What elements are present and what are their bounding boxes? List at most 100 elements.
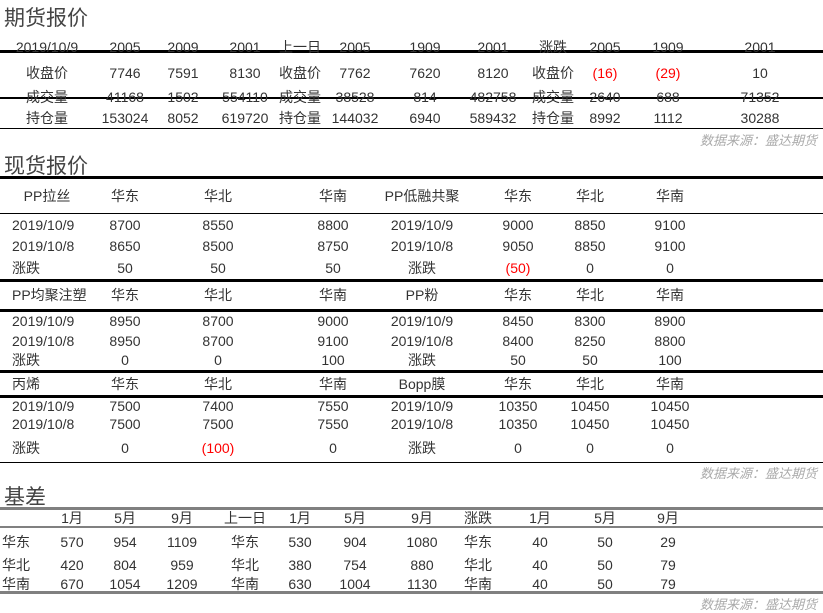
table-cell: 7500 <box>109 398 141 414</box>
header-cell: 华南 <box>656 376 684 392</box>
header-cell: 华东 <box>504 188 532 204</box>
table-cell: 50 <box>597 576 613 592</box>
table-cell: 1130 <box>406 576 438 592</box>
table-cell: 8992 <box>589 110 621 126</box>
header-cell: PP均聚注塑 <box>12 287 87 303</box>
table-cell: 7550 <box>317 416 349 432</box>
table-cell: 1502 <box>167 89 199 105</box>
futures-title: 期货报价 <box>4 7 88 30</box>
divider <box>0 176 823 179</box>
table-cell: 1112 <box>653 110 683 126</box>
table-cell: 880 <box>410 557 434 573</box>
table-cell: 530 <box>288 534 312 550</box>
header-cell: 涨跌 <box>539 39 567 55</box>
table-cell: 79 <box>660 576 676 592</box>
table-cell: 成交量 <box>532 89 574 105</box>
header-cell: 华北 <box>204 376 232 392</box>
header-cell: 5月 <box>344 510 366 526</box>
table-cell: 收盘价 <box>279 65 321 81</box>
table-cell: 华南 <box>231 576 259 592</box>
header-cell: 华北 <box>204 287 232 303</box>
table-cell: (100) <box>201 440 235 456</box>
table-cell: 2019/10/8 <box>12 333 75 349</box>
table-cell: 0 <box>586 260 594 276</box>
header-cell: 2001 <box>229 39 261 55</box>
table-cell: 959 <box>170 557 194 573</box>
table-cell: 10 <box>752 65 768 81</box>
table-cell: 持仓量 <box>26 110 68 126</box>
table-cell: 9050 <box>502 238 534 254</box>
table-cell: 1109 <box>166 534 198 550</box>
header-cell: 2005 <box>589 39 621 55</box>
table-cell: 2019/10/8 <box>12 416 75 432</box>
table-cell: 8250 <box>574 333 606 349</box>
table-cell: 8120 <box>477 65 509 81</box>
table-cell: 50 <box>597 557 613 573</box>
spot-title: 现货报价 <box>4 155 88 178</box>
header-cell: 华南 <box>656 188 684 204</box>
table-cell: 持仓量 <box>532 110 574 126</box>
table-cell: 554110 <box>222 89 268 105</box>
table-cell: 40 <box>532 576 548 592</box>
table-cell: 收盘价 <box>26 65 68 81</box>
table-cell: 华东 <box>231 534 259 550</box>
header-cell: PP低融共聚 <box>384 188 460 204</box>
header-cell: 华南 <box>656 287 684 303</box>
table-cell: 2019/10/9 <box>390 313 454 329</box>
table-cell: 8750 <box>317 238 349 254</box>
table-cell: 2019/10/8 <box>12 238 75 254</box>
header-cell: 上一日 <box>279 39 321 55</box>
table-cell: 涨跌 <box>408 440 436 456</box>
table-cell: 7500 <box>202 416 234 432</box>
table-cell: 2019/10/9 <box>12 313 75 329</box>
table-cell: 904 <box>343 534 367 550</box>
table-cell: 50 <box>117 260 133 276</box>
table-cell: 7500 <box>109 416 141 432</box>
table-cell: 38528 <box>335 89 375 105</box>
table-cell: 8130 <box>229 65 261 81</box>
table-cell: 0 <box>121 440 129 456</box>
table-cell: 482758 <box>469 89 517 105</box>
table-cell: 涨跌 <box>12 260 40 276</box>
header-cell: 9月 <box>411 510 433 526</box>
divider <box>0 279 823 282</box>
table-cell: 8450 <box>502 313 534 329</box>
table-cell: 8950 <box>109 313 141 329</box>
table-cell: 2019/10/9 <box>12 217 75 233</box>
table-cell: 8700 <box>202 333 234 349</box>
table-cell: 华南 <box>2 576 30 592</box>
table-cell: 7762 <box>339 65 371 81</box>
header-cell: 2005 <box>339 39 371 55</box>
table-cell: 持仓量 <box>279 110 321 126</box>
table-cell: 10350 <box>498 398 538 414</box>
table-cell: 华南 <box>464 576 492 592</box>
header-cell: 华东 <box>111 188 139 204</box>
table-cell: 7400 <box>202 398 234 414</box>
table-cell: 1054 <box>109 576 141 592</box>
table-cell: 2019/10/9 <box>390 217 454 233</box>
table-cell: 100 <box>658 352 682 368</box>
table-cell: 0 <box>666 440 674 456</box>
divider <box>0 309 823 312</box>
table-cell: 10450 <box>570 416 610 432</box>
header-cell: 华北 <box>576 188 604 204</box>
header-cell: 2005 <box>109 39 141 55</box>
table-cell: 8800 <box>654 333 686 349</box>
table-cell: 814 <box>413 89 437 105</box>
header-cell: 5月 <box>594 510 616 526</box>
table-cell: 40 <box>532 557 548 573</box>
header-cell: 丙烯 <box>12 376 40 392</box>
header-cell: 华南 <box>319 287 347 303</box>
header-cell: 涨跌 <box>464 510 492 526</box>
table-cell: 10450 <box>650 398 690 414</box>
table-cell: 2019/10/8 <box>390 333 454 349</box>
table-cell: 100 <box>321 352 345 368</box>
table-cell: 8550 <box>202 217 234 233</box>
table-cell: 1004 <box>339 576 371 592</box>
divider <box>0 462 823 463</box>
table-cell: (50) <box>505 260 531 276</box>
table-cell: 0 <box>666 260 674 276</box>
table-cell: 6940 <box>409 110 441 126</box>
table-cell: 华北 <box>231 557 259 573</box>
table-cell: 0 <box>214 352 222 368</box>
